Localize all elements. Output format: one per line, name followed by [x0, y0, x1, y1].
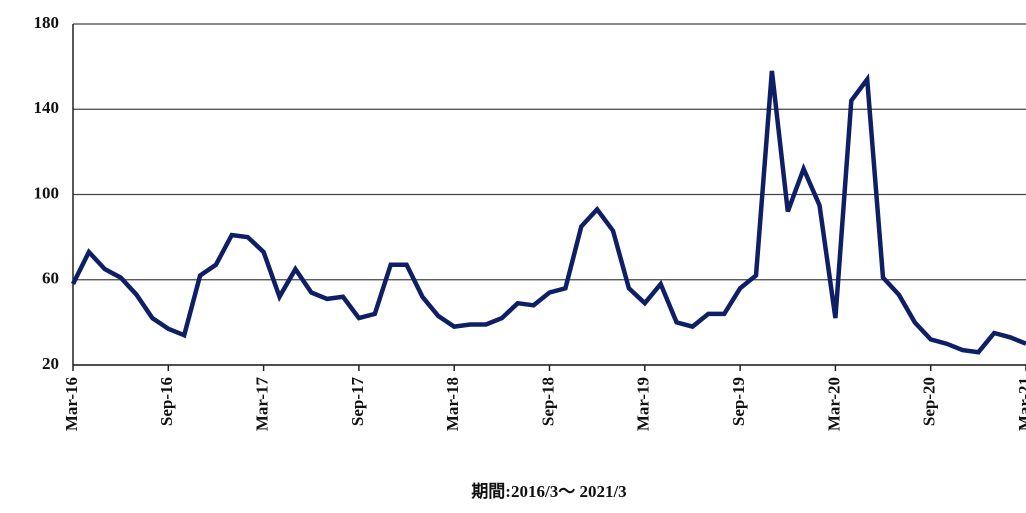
y-tick-label: 20	[42, 354, 59, 373]
x-tick-label: Sep-20	[920, 377, 939, 426]
y-tick-label: 180	[34, 13, 60, 32]
data-line	[70, 70, 1026, 355]
x-tick-label: Mar-21	[1015, 377, 1026, 431]
x-tick-label: Sep-18	[538, 377, 557, 426]
x-tick-label: Mar-20	[824, 377, 843, 431]
chart-title: 期間:2016/3～ 2021/3	[471, 482, 626, 501]
y-tick-label: 100	[34, 183, 60, 202]
x-tick-label: Mar-19	[634, 377, 653, 431]
x-tick-label: Sep-19	[729, 377, 748, 426]
y-tick-label: 140	[34, 98, 60, 117]
y-tick-label: 60	[42, 269, 59, 288]
x-tick-label: Mar-18	[443, 377, 462, 431]
x-tick-label: Sep-16	[157, 377, 176, 426]
x-tick-label: Sep-17	[348, 377, 367, 427]
x-tick-label: Mar-16	[62, 377, 81, 431]
x-tick-label: Mar-17	[253, 377, 272, 432]
